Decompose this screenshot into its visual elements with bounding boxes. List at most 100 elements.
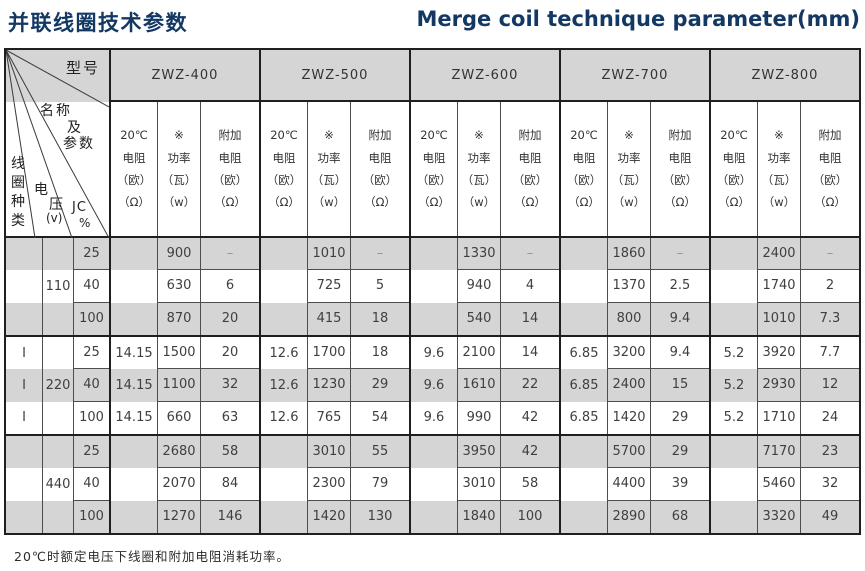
cell-extra-resistance: 29 — [650, 401, 709, 434]
cell-extra-resistance: 32 — [200, 369, 259, 402]
subheader-line: （w） — [312, 195, 346, 210]
subheader-extra-resistance: 附加 电阻 （欧） （Ω） — [200, 102, 259, 236]
subheader-line: 附加 — [368, 128, 392, 143]
subheader-line: 电阻 — [518, 150, 542, 165]
cell-resistance — [559, 436, 607, 469]
cell-jc: 40 — [73, 270, 109, 303]
cell-power: 1270 — [157, 500, 200, 533]
subheader-line: （Ω） — [364, 195, 396, 210]
subheader-line: ※ — [624, 128, 634, 143]
cell-power: 5700 — [607, 436, 650, 469]
cell-extra-resistance: 24 — [800, 401, 859, 434]
cell-power: 660 — [157, 401, 200, 434]
cell-resistance: 12.6 — [259, 337, 307, 370]
cell-coil-type — [6, 302, 42, 335]
subheader-line: （欧） — [416, 173, 452, 187]
cell-extra-resistance: 14 — [500, 337, 559, 370]
cell-voltage — [42, 436, 73, 469]
subheader-line: （欧） — [566, 173, 602, 187]
cell-power: 630 — [157, 270, 200, 303]
cell-power: 2930 — [757, 369, 800, 402]
cell-extra-resistance: 7.3 — [800, 302, 859, 335]
cell-voltage — [42, 500, 73, 533]
subheader-line: ※ — [774, 128, 784, 143]
cell-power: 2400 — [757, 238, 800, 271]
cell-voltage: 220 — [42, 369, 73, 402]
cell-extra-resistance: 39 — [650, 468, 709, 501]
subheader-resistance: 20℃ 电阻 （欧） （Ω） — [559, 102, 607, 236]
cell-resistance — [109, 468, 157, 501]
subheader-line: （Ω） — [418, 195, 450, 210]
cell-resistance — [559, 302, 607, 335]
cell-power: 2300 — [307, 468, 350, 501]
subheader-line: （Ω） — [718, 195, 750, 210]
cell-resistance: 9.6 — [409, 337, 457, 370]
cell-resistance — [109, 270, 157, 303]
subheader-line: （w） — [462, 195, 496, 210]
cell-resistance — [109, 500, 157, 533]
subheader-line: 功率 — [167, 150, 191, 165]
cell-resistance: 6.85 — [559, 401, 607, 434]
model-header-row: ZWZ-400 ZWZ-500 ZWZ-600 ZWZ-700 ZWZ-800 — [6, 50, 859, 102]
cell-jc: 40 — [73, 369, 109, 402]
cell-extra-resistance: 32 — [800, 468, 859, 501]
cell-extra-resistance: – — [350, 238, 409, 271]
cell-extra-resistance: 42 — [500, 401, 559, 434]
cell-power: 1230 — [307, 369, 350, 402]
cell-resistance — [409, 500, 457, 533]
subheader-line: 20℃ — [420, 128, 448, 143]
subheader-extra-resistance: 附加 电阻 （欧） （Ω） — [800, 102, 859, 236]
cell-power: 940 — [457, 270, 500, 303]
cell-power: 2890 — [607, 500, 650, 533]
subheader-line: （w） — [762, 195, 796, 210]
cell-jc: 40 — [73, 468, 109, 501]
cell-power: 2400 — [607, 369, 650, 402]
cell-extra-resistance: 5 — [350, 270, 409, 303]
subheader-line: （Ω） — [568, 195, 600, 210]
subheader-resistance: 20℃ 电阻 （欧） （Ω） — [709, 102, 757, 236]
cell-resistance — [709, 238, 757, 271]
subheader-line: 20℃ — [720, 128, 748, 143]
cell-power: 2070 — [157, 468, 200, 501]
subheader-row: 20℃ 电阻 （欧） （Ω） ※ 功率 （瓦） （w） 附加 电阻 （欧） （Ω） 20℃ 电阻 （欧） （Ω… — [6, 102, 859, 238]
subheader-extra-resistance: 附加 电阻 （欧） （Ω） — [500, 102, 559, 236]
voltage-group: I 25 14.15 1500 20 12.6 1700 18 9.6 2100 14 6.85 320… — [6, 335, 859, 434]
subheader-line: 电阻 — [668, 150, 692, 165]
subheader-line: （瓦） — [761, 173, 797, 187]
cell-extra-resistance: – — [200, 238, 259, 271]
subheader-line: （Ω） — [268, 195, 300, 210]
cell-extra-resistance: 54 — [350, 401, 409, 434]
cell-resistance — [559, 238, 607, 271]
subheader-line: （Ω） — [814, 195, 846, 210]
cell-power: 2680 — [157, 436, 200, 469]
subheader-line: （瓦） — [461, 173, 497, 187]
cell-resistance: 12.6 — [259, 401, 307, 434]
cell-power: 765 — [307, 401, 350, 434]
cell-extra-resistance: 63 — [200, 401, 259, 434]
cell-jc: 100 — [73, 302, 109, 335]
cell-power: 1420 — [307, 500, 350, 533]
subheader-line: 电阻 — [572, 150, 596, 165]
cell-extra-resistance: 68 — [650, 500, 709, 533]
cell-resistance: 5.2 — [709, 401, 757, 434]
cell-extra-resistance: 55 — [350, 436, 409, 469]
cell-resistance — [409, 468, 457, 501]
corner-cell-bottom — [6, 102, 109, 236]
subheader-line: 功率 — [317, 150, 341, 165]
subheader-line: 20℃ — [270, 128, 298, 143]
cell-resistance: 9.6 — [409, 369, 457, 402]
cell-power: 2100 — [457, 337, 500, 370]
cell-voltage — [42, 337, 73, 370]
footnote: 20℃时额定电压下线圈和附加电阻消耗功率。 — [14, 549, 290, 564]
cell-resistance — [709, 500, 757, 533]
cell-resistance — [409, 238, 457, 271]
cell-power: 4400 — [607, 468, 650, 501]
subheader-line: （Ω） — [664, 195, 696, 210]
corner-cell-top — [6, 50, 109, 102]
cell-power: 725 — [307, 270, 350, 303]
cell-voltage — [42, 238, 73, 271]
cell-extra-resistance: 4 — [500, 270, 559, 303]
cell-power: 3010 — [457, 468, 500, 501]
cell-extra-resistance: 9.4 — [650, 337, 709, 370]
